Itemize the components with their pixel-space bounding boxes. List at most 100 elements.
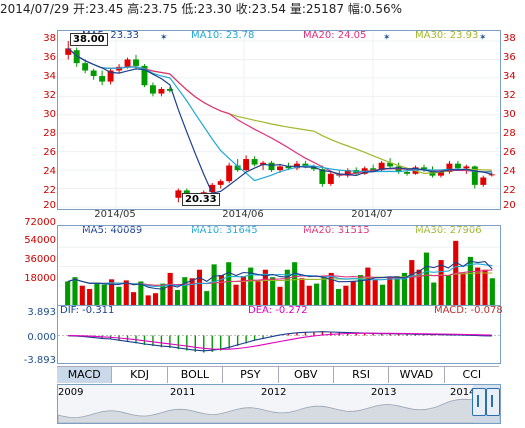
candle-body xyxy=(370,168,377,171)
vol-legend-ma30: MA30: 27906 xyxy=(415,225,482,236)
candle-body xyxy=(107,70,114,82)
tab-macd[interactable]: MACD xyxy=(57,367,113,383)
macd-tick: -3.893 xyxy=(23,355,56,366)
tab-psy[interactable]: PSY xyxy=(223,367,279,383)
x-label-june: 2014/06 xyxy=(222,209,264,220)
range-navigator[interactable]: 2009 2011 2012 2013 2014 xyxy=(57,384,501,424)
candle-body xyxy=(319,169,326,184)
nav-year: 2009 xyxy=(58,387,84,398)
volume-bar xyxy=(365,267,371,305)
macd-legend: DIF: -0.311 DEA: -0.272 MACD: -0.078 xyxy=(58,305,503,319)
volume-bar xyxy=(123,280,129,305)
candle-body xyxy=(277,166,283,171)
price-tick: 26 xyxy=(43,147,56,158)
volume-bar xyxy=(138,281,144,305)
candle-body xyxy=(226,165,233,182)
volume-bar xyxy=(262,269,268,305)
candle-body xyxy=(73,50,80,64)
vol-tick: 72000 xyxy=(24,217,56,228)
macd-chart-panel[interactable]: DIF: -0.311 DEA: -0.272 MACD: -0.078 xyxy=(57,305,503,364)
volume-bar xyxy=(145,295,151,305)
price-chart-panel[interactable]: MA5: 23.33 MA10: 23.78 MA20: 24.05 MA30:… xyxy=(57,30,501,210)
volume-bar xyxy=(372,279,378,305)
vol-legend-ma10: MA10: 31645 xyxy=(191,225,258,236)
volume-bars-svg xyxy=(58,227,500,305)
volume-bar xyxy=(292,262,298,305)
price-tick-right: 36 xyxy=(503,52,516,63)
price-tick: 28 xyxy=(43,128,56,139)
candle-body xyxy=(260,162,267,165)
tab-wvad[interactable]: WVAD xyxy=(389,367,445,383)
volume-bar xyxy=(409,260,415,305)
volume-bar xyxy=(343,285,349,305)
candle-body xyxy=(141,65,148,86)
tab-cci[interactable]: CCI xyxy=(444,367,499,383)
candle-body xyxy=(404,171,411,174)
candle-body xyxy=(217,181,224,185)
price-tick: 20 xyxy=(43,200,56,211)
x-label-may: 2014/05 xyxy=(94,209,136,220)
dea-line xyxy=(68,332,492,350)
volume-bar xyxy=(314,283,320,305)
price-tick: 38 xyxy=(43,33,56,44)
volume-bar xyxy=(87,288,93,305)
volume-bar xyxy=(475,267,481,305)
volume-bar xyxy=(65,281,71,305)
navigator-left-handle[interactable] xyxy=(472,388,486,416)
volume-bar xyxy=(431,282,437,305)
candle-body xyxy=(124,59,131,67)
navigator-history-area xyxy=(58,396,500,423)
price-axis-right: 38 36 34 32 30 28 26 24 22 20 xyxy=(503,30,525,211)
volume-bar xyxy=(79,285,85,305)
candle-body xyxy=(268,162,275,171)
navigator-right-handle[interactable] xyxy=(486,388,500,416)
candle-body xyxy=(65,48,72,55)
macd-tick: 0.000 xyxy=(27,332,56,343)
candle-body xyxy=(353,170,360,174)
volume-bar xyxy=(394,276,400,305)
tab-boll[interactable]: BOLL xyxy=(167,367,224,383)
volume-bar xyxy=(196,269,203,305)
price-tick: 32 xyxy=(43,90,56,101)
candle-body xyxy=(149,85,156,94)
vol-legend-ma20: MA20: 31515 xyxy=(303,225,370,236)
vol-tick: 54000 xyxy=(24,235,56,246)
volume-bar xyxy=(204,291,210,305)
legend-ma10: MA10: 23.78 xyxy=(191,30,255,41)
macd-axis: 3.893 0.000 -3.893 xyxy=(20,305,56,366)
candle-body xyxy=(471,166,478,185)
volume-chart-panel[interactable]: MA5: 40089 MA10: 31645 MA20: 31515 MA30:… xyxy=(57,225,501,307)
candle-body xyxy=(209,184,216,193)
volume-bar xyxy=(284,269,290,305)
volume-bar xyxy=(482,269,488,305)
vol-ma5-line xyxy=(67,260,493,290)
volume-bar xyxy=(167,272,173,305)
nav-year: 2011 xyxy=(170,387,196,398)
star-icon: ✶ xyxy=(160,33,168,43)
tab-kdj[interactable]: KDJ xyxy=(112,367,168,383)
candle-body xyxy=(82,63,89,71)
tab-obv[interactable]: OBV xyxy=(278,367,334,383)
candle-body xyxy=(310,167,317,170)
candle-body xyxy=(463,166,470,169)
macd-tick: 3.893 xyxy=(27,307,56,318)
volume-bar xyxy=(460,272,466,305)
nav-year: 2014 xyxy=(450,387,476,398)
vol-tick: 36000 xyxy=(24,254,56,265)
volume-bar xyxy=(445,275,451,305)
price-tick-right: 32 xyxy=(503,90,516,101)
tab-rsi[interactable]: RSI xyxy=(333,367,390,383)
candle-body xyxy=(166,88,173,91)
price-tick: 34 xyxy=(43,71,56,82)
candle-body xyxy=(158,88,165,94)
legend-ma5: MA5: 23.33 xyxy=(82,30,140,41)
quote-header: 2014/07/29 开:23.45 高:23.75 低:23.30 收:23.… xyxy=(0,2,403,16)
volume-bar xyxy=(350,281,356,305)
candle-body xyxy=(454,163,461,169)
price-tick: 22 xyxy=(43,185,56,196)
volume-bar xyxy=(438,260,444,305)
volume-bar xyxy=(218,275,224,305)
volume-legend: MA5: 40089 MA10: 31645 MA20: 31515 MA30:… xyxy=(58,225,500,239)
volume-bar xyxy=(182,277,188,305)
candle-body xyxy=(175,190,182,198)
